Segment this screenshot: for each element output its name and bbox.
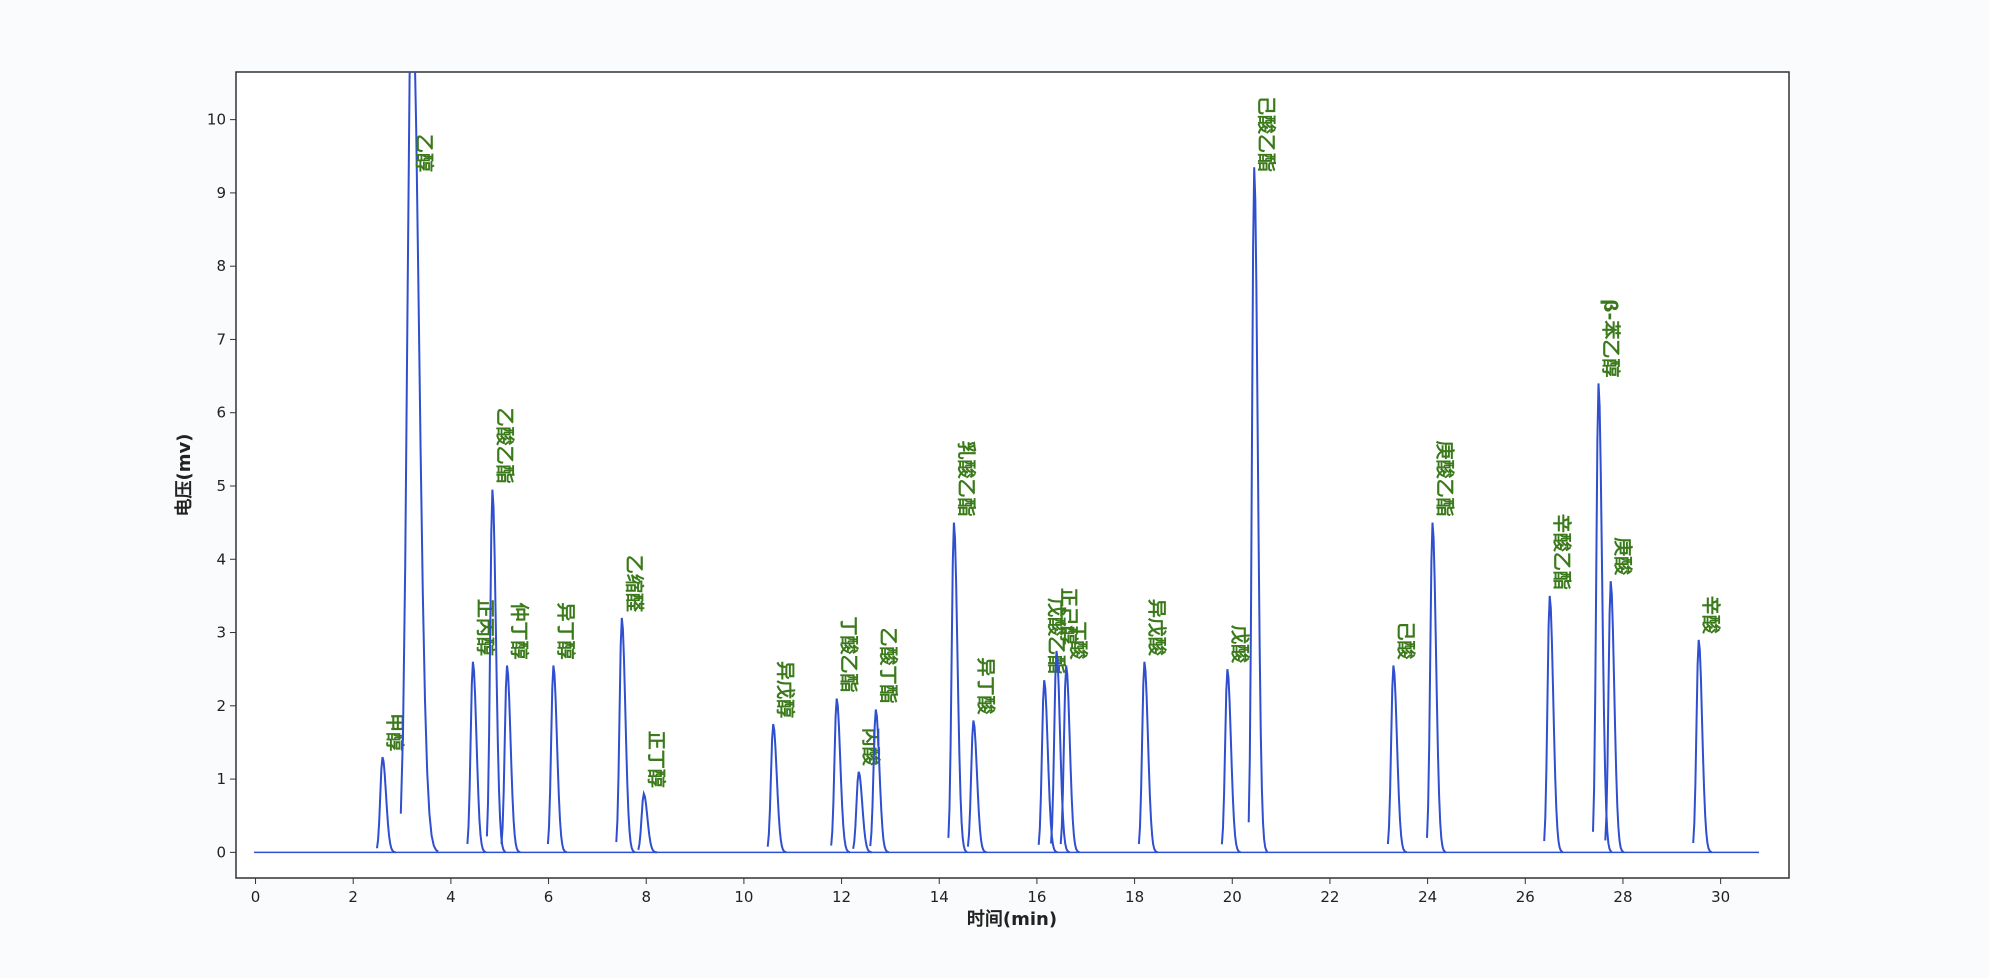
peak-label: 乙醇 (413, 134, 436, 172)
peak-label: 丙酸 (860, 728, 883, 767)
peak (1137, 661, 1158, 854)
peak-label: 庚酸乙酯 (1433, 441, 1456, 517)
y-tick-label: 4 (216, 550, 226, 568)
peak-label: β-苯乙醇 (1600, 299, 1623, 378)
peak (1592, 383, 1613, 853)
peak-label: 己酸乙酯 (1255, 96, 1278, 172)
peak-label: 乙缩醛 (623, 555, 646, 613)
peak-label: 戊酸乙酯 (1045, 598, 1068, 674)
peak-label: 正己醇 (1057, 588, 1080, 645)
y-tick-label: 5 (216, 477, 226, 495)
x-tick-label: 12 (832, 888, 851, 906)
peak-label: 丁酸乙酯 (838, 616, 861, 692)
peak (1386, 665, 1407, 854)
peak (1247, 167, 1269, 853)
peak-label: 甲醇 (384, 713, 407, 751)
peak-label: 正丁醇 (645, 731, 668, 788)
peak-label: 异戊酸 (1145, 599, 1168, 657)
peak-label: 戊酸 (1228, 625, 1251, 664)
peak-label: 异丁醇 (554, 602, 577, 659)
peak-label: 乙酸乙酯 (493, 408, 516, 484)
peak-label: 辛酸 (1700, 596, 1723, 635)
x-tick-label: 14 (930, 888, 949, 906)
peak-label: 辛酸乙酯 (1551, 514, 1574, 590)
x-tick-label: 24 (1418, 888, 1437, 906)
peak (1059, 665, 1080, 854)
peak (546, 665, 567, 854)
peak (766, 723, 787, 854)
x-tick-label: 0 (251, 888, 261, 906)
x-tick-label: 20 (1223, 888, 1242, 906)
peak-label: 正丙醇 (474, 599, 497, 656)
peak-label: 异戊醇 (774, 661, 797, 718)
x-tick-label: 2 (348, 888, 358, 906)
peak-label: 异丁酸 (974, 657, 997, 715)
y-tick-label: 1 (216, 770, 226, 788)
peak (615, 617, 636, 854)
x-tick-label: 26 (1516, 888, 1535, 906)
peak (966, 720, 987, 854)
peak (1050, 650, 1070, 854)
peak-label: 仲丁醇 (508, 602, 531, 659)
x-axis-title: 时间(min) (967, 909, 1057, 930)
peak (1604, 581, 1625, 854)
peak-label: 己酸 (1394, 621, 1417, 660)
x-tick-label: 6 (544, 888, 554, 906)
x-tick-label: 22 (1320, 888, 1339, 906)
peak (466, 661, 487, 854)
y-tick-label: 3 (216, 624, 226, 642)
peak-label: 丁酸 (1067, 621, 1090, 660)
y-tick-label: 7 (216, 330, 226, 348)
x-tick-label: 18 (1125, 888, 1144, 906)
peak (1692, 639, 1713, 854)
peak (1426, 522, 1447, 853)
y-axis-title: 电压(mv) (173, 434, 195, 517)
plot-area (235, 71, 1790, 879)
x-tick-label: 10 (734, 888, 753, 906)
peak (869, 709, 890, 854)
x-tick-label: 8 (641, 888, 651, 906)
peak (500, 665, 521, 854)
peak (830, 698, 851, 854)
x-tick-label: 30 (1711, 888, 1730, 906)
y-tick-label: 6 (216, 404, 226, 422)
y-tick-label: 8 (216, 257, 226, 275)
y-tick-label: 0 (216, 843, 226, 861)
peak (485, 489, 507, 853)
peak (852, 771, 873, 854)
peak (1220, 669, 1241, 854)
peak-label: 庚酸 (1612, 537, 1635, 576)
x-tick-label: 16 (1027, 888, 1046, 906)
x-tick-label: 28 (1613, 888, 1632, 906)
peak (1543, 595, 1564, 854)
y-tick-label: 10 (207, 111, 226, 129)
peak (637, 789, 658, 854)
peak (399, 72, 439, 853)
peak (1037, 680, 1058, 854)
peak-label: 乳酸乙酯 (955, 441, 978, 517)
x-tick-label: 4 (446, 888, 456, 906)
peak-label: 乙酸丁酯 (877, 627, 900, 703)
y-tick-label: 2 (216, 697, 226, 715)
peak (376, 756, 396, 854)
peak (947, 522, 968, 853)
y-tick-label: 9 (216, 184, 226, 202)
